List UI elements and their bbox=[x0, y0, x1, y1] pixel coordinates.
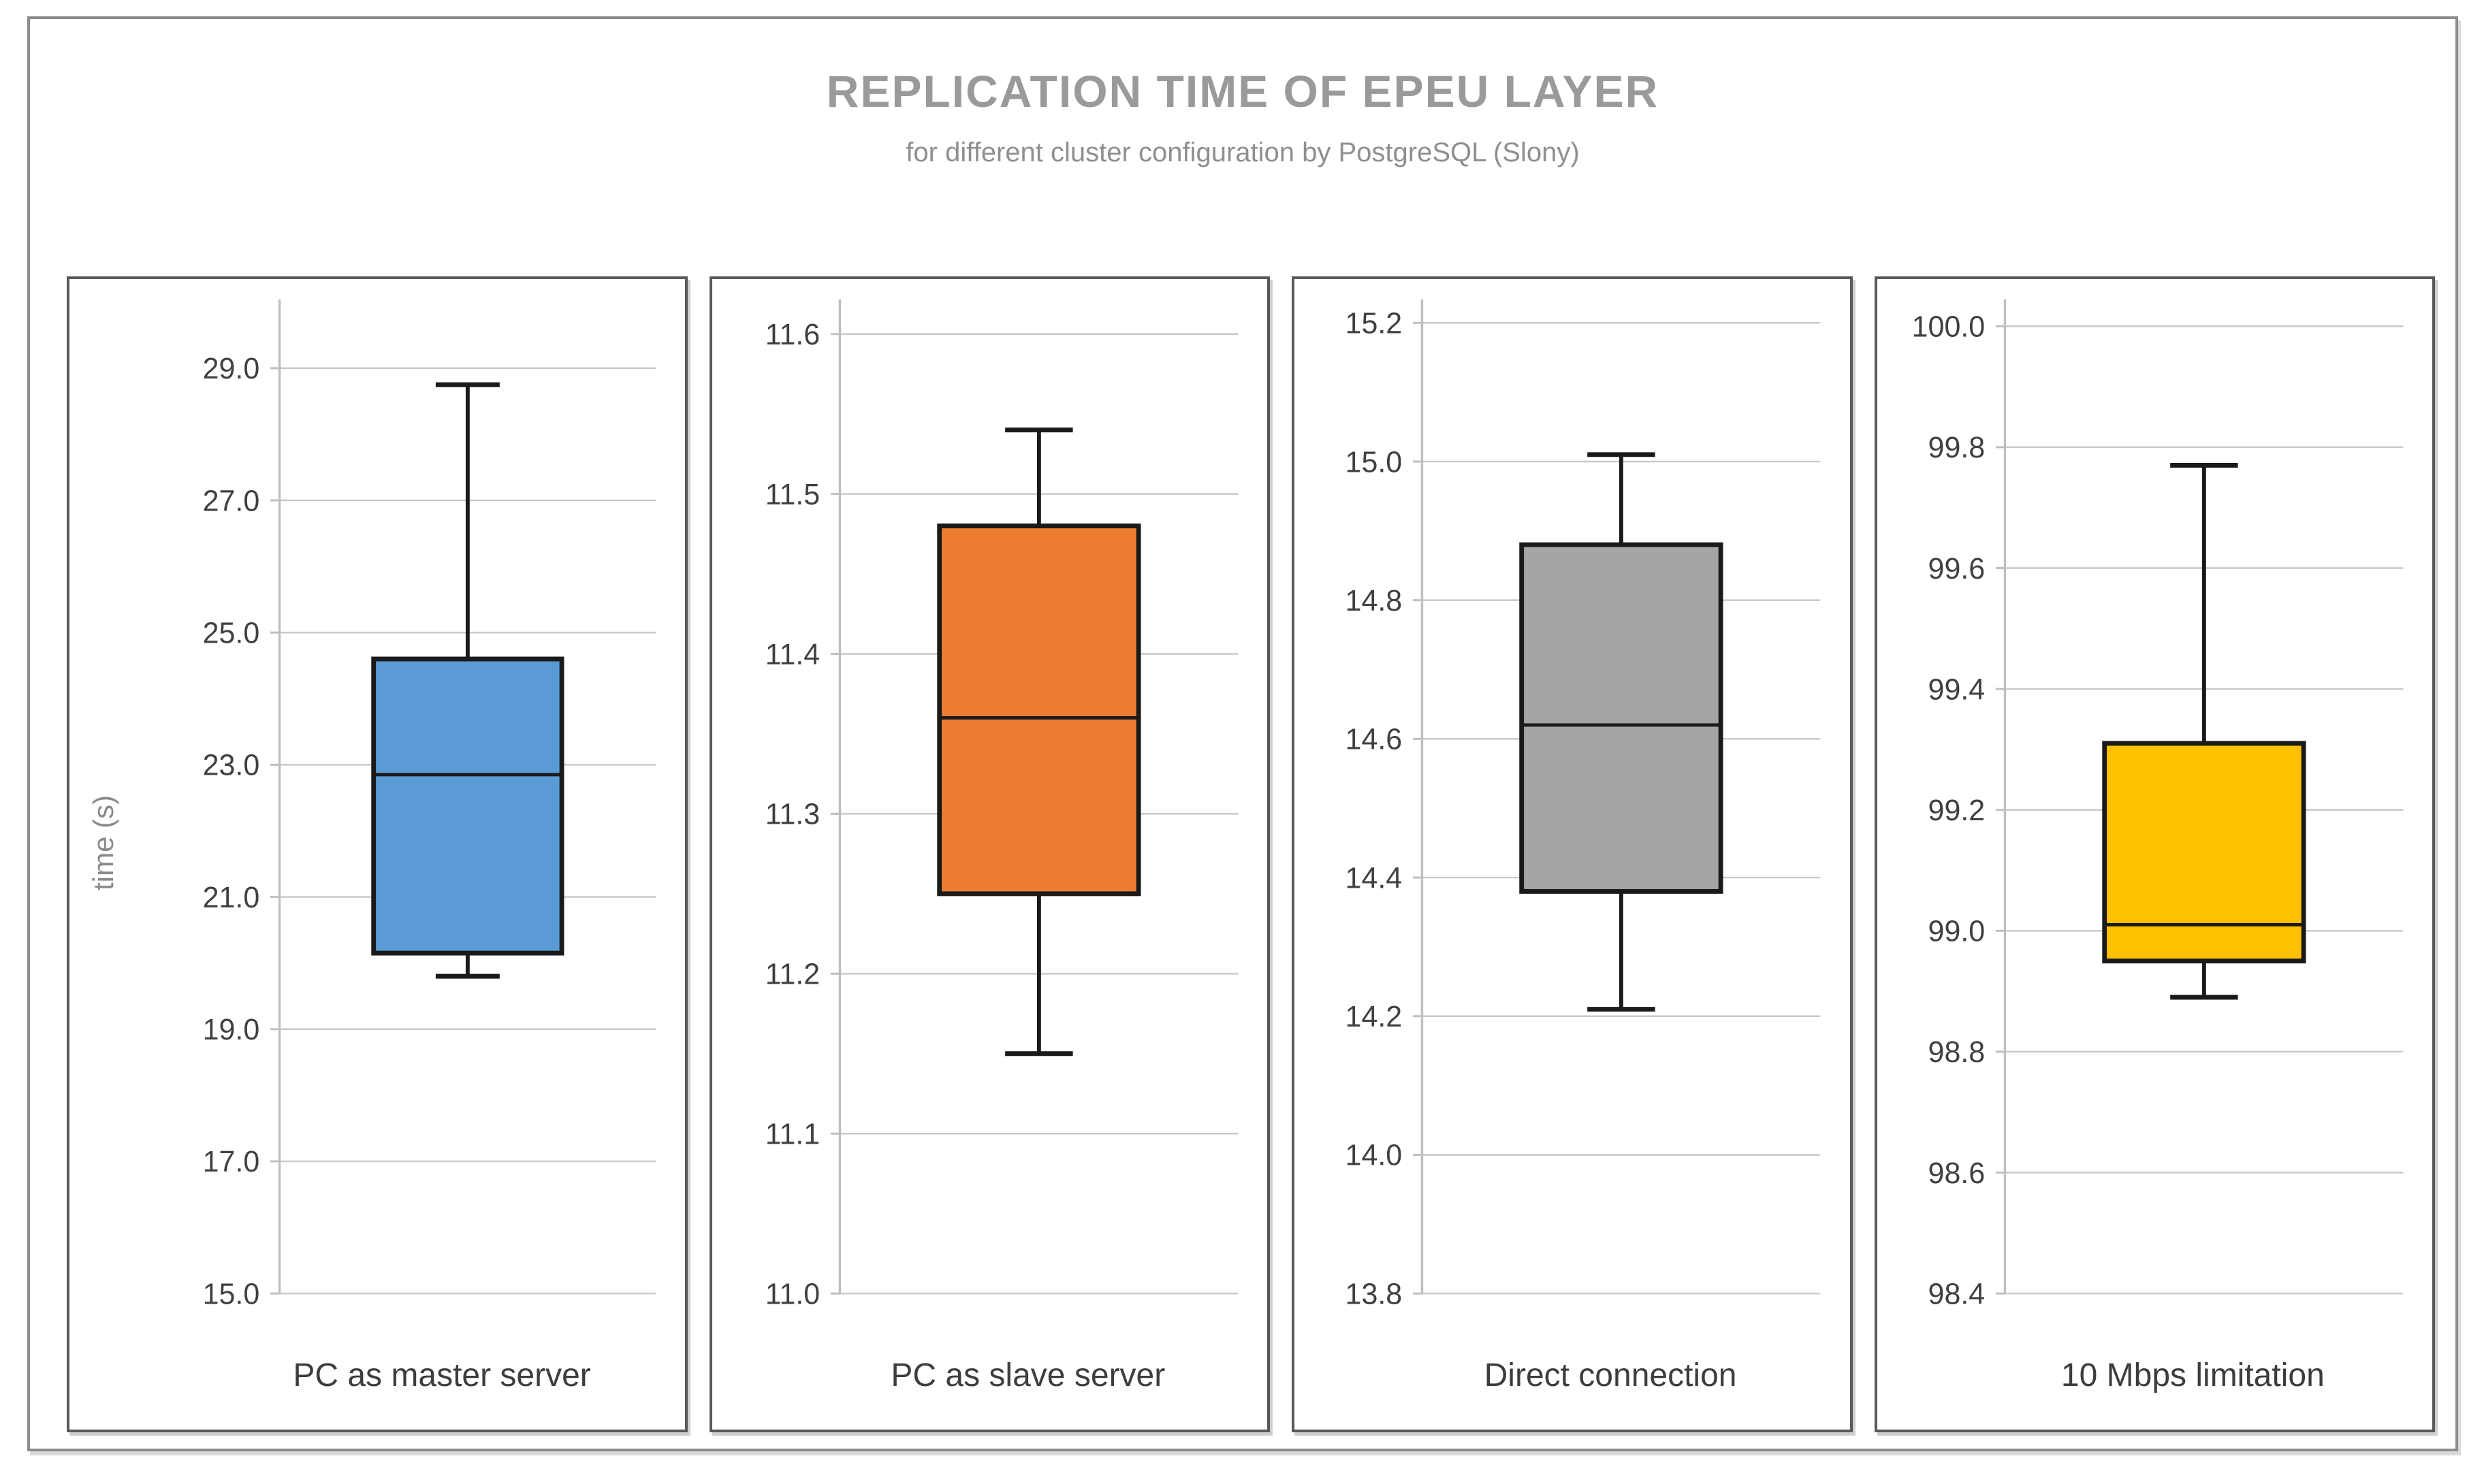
tick-label: 14.8 bbox=[1346, 585, 1403, 617]
category-label: Direct connection bbox=[1484, 1357, 1737, 1393]
tick-label: 14.6 bbox=[1346, 723, 1403, 756]
tick-label: 11.5 bbox=[765, 479, 820, 511]
tick-label: 25.0 bbox=[203, 617, 260, 649]
boxplot-panel-direct: 13.8 14.0 14.2 14.4 14.6 14.8 15.0 15.2 Direct … bbox=[1292, 276, 1853, 1432]
iqr-box bbox=[2101, 741, 2306, 964]
tick-label: 15.2 bbox=[1346, 307, 1403, 340]
tick-label: 23.0 bbox=[203, 749, 260, 781]
panels-row: time (s) 15.0 17.0 19.0 21.0 23.0 25.0 27.0 29.… bbox=[67, 276, 2435, 1432]
plot-area-10mbps: 98.4 98.6 98.8 99.0 99.2 99.4 99.6 99.8 100.0 bbox=[1877, 279, 2432, 1306]
tick-label: 98.4 bbox=[1928, 1278, 1985, 1306]
tick-label: 11.2 bbox=[765, 958, 820, 990]
plot-area-pc-slave: 11.0 11.1 11.2 11.3 11.4 11.5 11.6 bbox=[712, 279, 1267, 1306]
chart-subtitle: for different cluster configuration by P… bbox=[906, 138, 1580, 167]
tick-label: 99.6 bbox=[1928, 552, 1985, 585]
tick-label: 11.6 bbox=[765, 319, 820, 351]
tick-label: 21.0 bbox=[203, 882, 260, 914]
boxplot-svg: 15.0 17.0 19.0 21.0 23.0 25.0 27.0 29.0 bbox=[203, 299, 656, 1306]
tick-label: 14.2 bbox=[1346, 1001, 1403, 1033]
plot-area-direct: 13.8 14.0 14.2 14.4 14.6 14.8 15.0 15.2 bbox=[1294, 279, 1849, 1306]
tick-label: 13.8 bbox=[1346, 1278, 1403, 1306]
tick-label: 14.0 bbox=[1346, 1139, 1403, 1172]
tick-label: 14.4 bbox=[1346, 862, 1403, 894]
tick-label: 19.0 bbox=[203, 1014, 260, 1046]
tick-label: 17.0 bbox=[203, 1146, 260, 1178]
boxplot-panel-pc-slave: 11.0 11.1 11.2 11.3 11.4 11.5 11.6 PC as slave… bbox=[710, 276, 1271, 1432]
boxplot-panel-10mbps: 98.4 98.6 98.8 99.0 99.2 99.4 99.6 99.8 100.0 10… bbox=[1874, 276, 2435, 1432]
tick-label: 11.0 bbox=[765, 1278, 820, 1306]
tick-label: 99.4 bbox=[1928, 673, 1985, 706]
iqr-box bbox=[937, 523, 1141, 897]
tick-label: 99.0 bbox=[1928, 915, 1985, 948]
iqr-box bbox=[1519, 542, 1723, 894]
boxplot-svg: 13.8 14.0 14.2 14.4 14.6 14.8 15.0 15.2 bbox=[1346, 299, 1821, 1306]
tick-label: 27.0 bbox=[203, 485, 260, 517]
tick-label: 98.6 bbox=[1928, 1157, 1985, 1190]
tick-label: 11.4 bbox=[765, 638, 820, 671]
tick-label: 98.8 bbox=[1928, 1036, 1985, 1069]
plot-area-pc-master: 15.0 17.0 19.0 21.0 23.0 25.0 27.0 29.0 bbox=[69, 279, 685, 1306]
tick-label: 29.0 bbox=[203, 353, 260, 385]
tick-label: 11.3 bbox=[765, 798, 820, 830]
category-label: PC as slave server bbox=[891, 1357, 1166, 1393]
tick-label: 99.2 bbox=[1928, 794, 1985, 827]
tick-label: 99.8 bbox=[1928, 432, 1985, 464]
chart-frame: REPLICATION TIME OF EPEU LAYER for diffe… bbox=[27, 16, 2458, 1451]
category-label: PC as master server bbox=[293, 1357, 591, 1393]
category-label: 10 Mbps limitation bbox=[2060, 1357, 2325, 1393]
tick-label: 11.1 bbox=[765, 1118, 820, 1150]
tick-label: 15.0 bbox=[203, 1278, 260, 1306]
tick-label: 100.0 bbox=[1911, 310, 1984, 343]
boxplot-svg: 11.0 11.1 11.2 11.3 11.4 11.5 11.6 bbox=[765, 299, 1239, 1306]
iqr-box bbox=[371, 656, 564, 956]
chart-title: REPLICATION TIME OF EPEU LAYER bbox=[826, 66, 1659, 116]
tick-label: 15.0 bbox=[1346, 446, 1403, 479]
boxplot-svg: 98.4 98.6 98.8 99.0 99.2 99.4 99.6 99.8 100.0 bbox=[1911, 299, 2404, 1306]
boxplot-panel-pc-master: time (s) 15.0 17.0 19.0 21.0 23.0 25.0 27.0 29.… bbox=[67, 276, 688, 1432]
